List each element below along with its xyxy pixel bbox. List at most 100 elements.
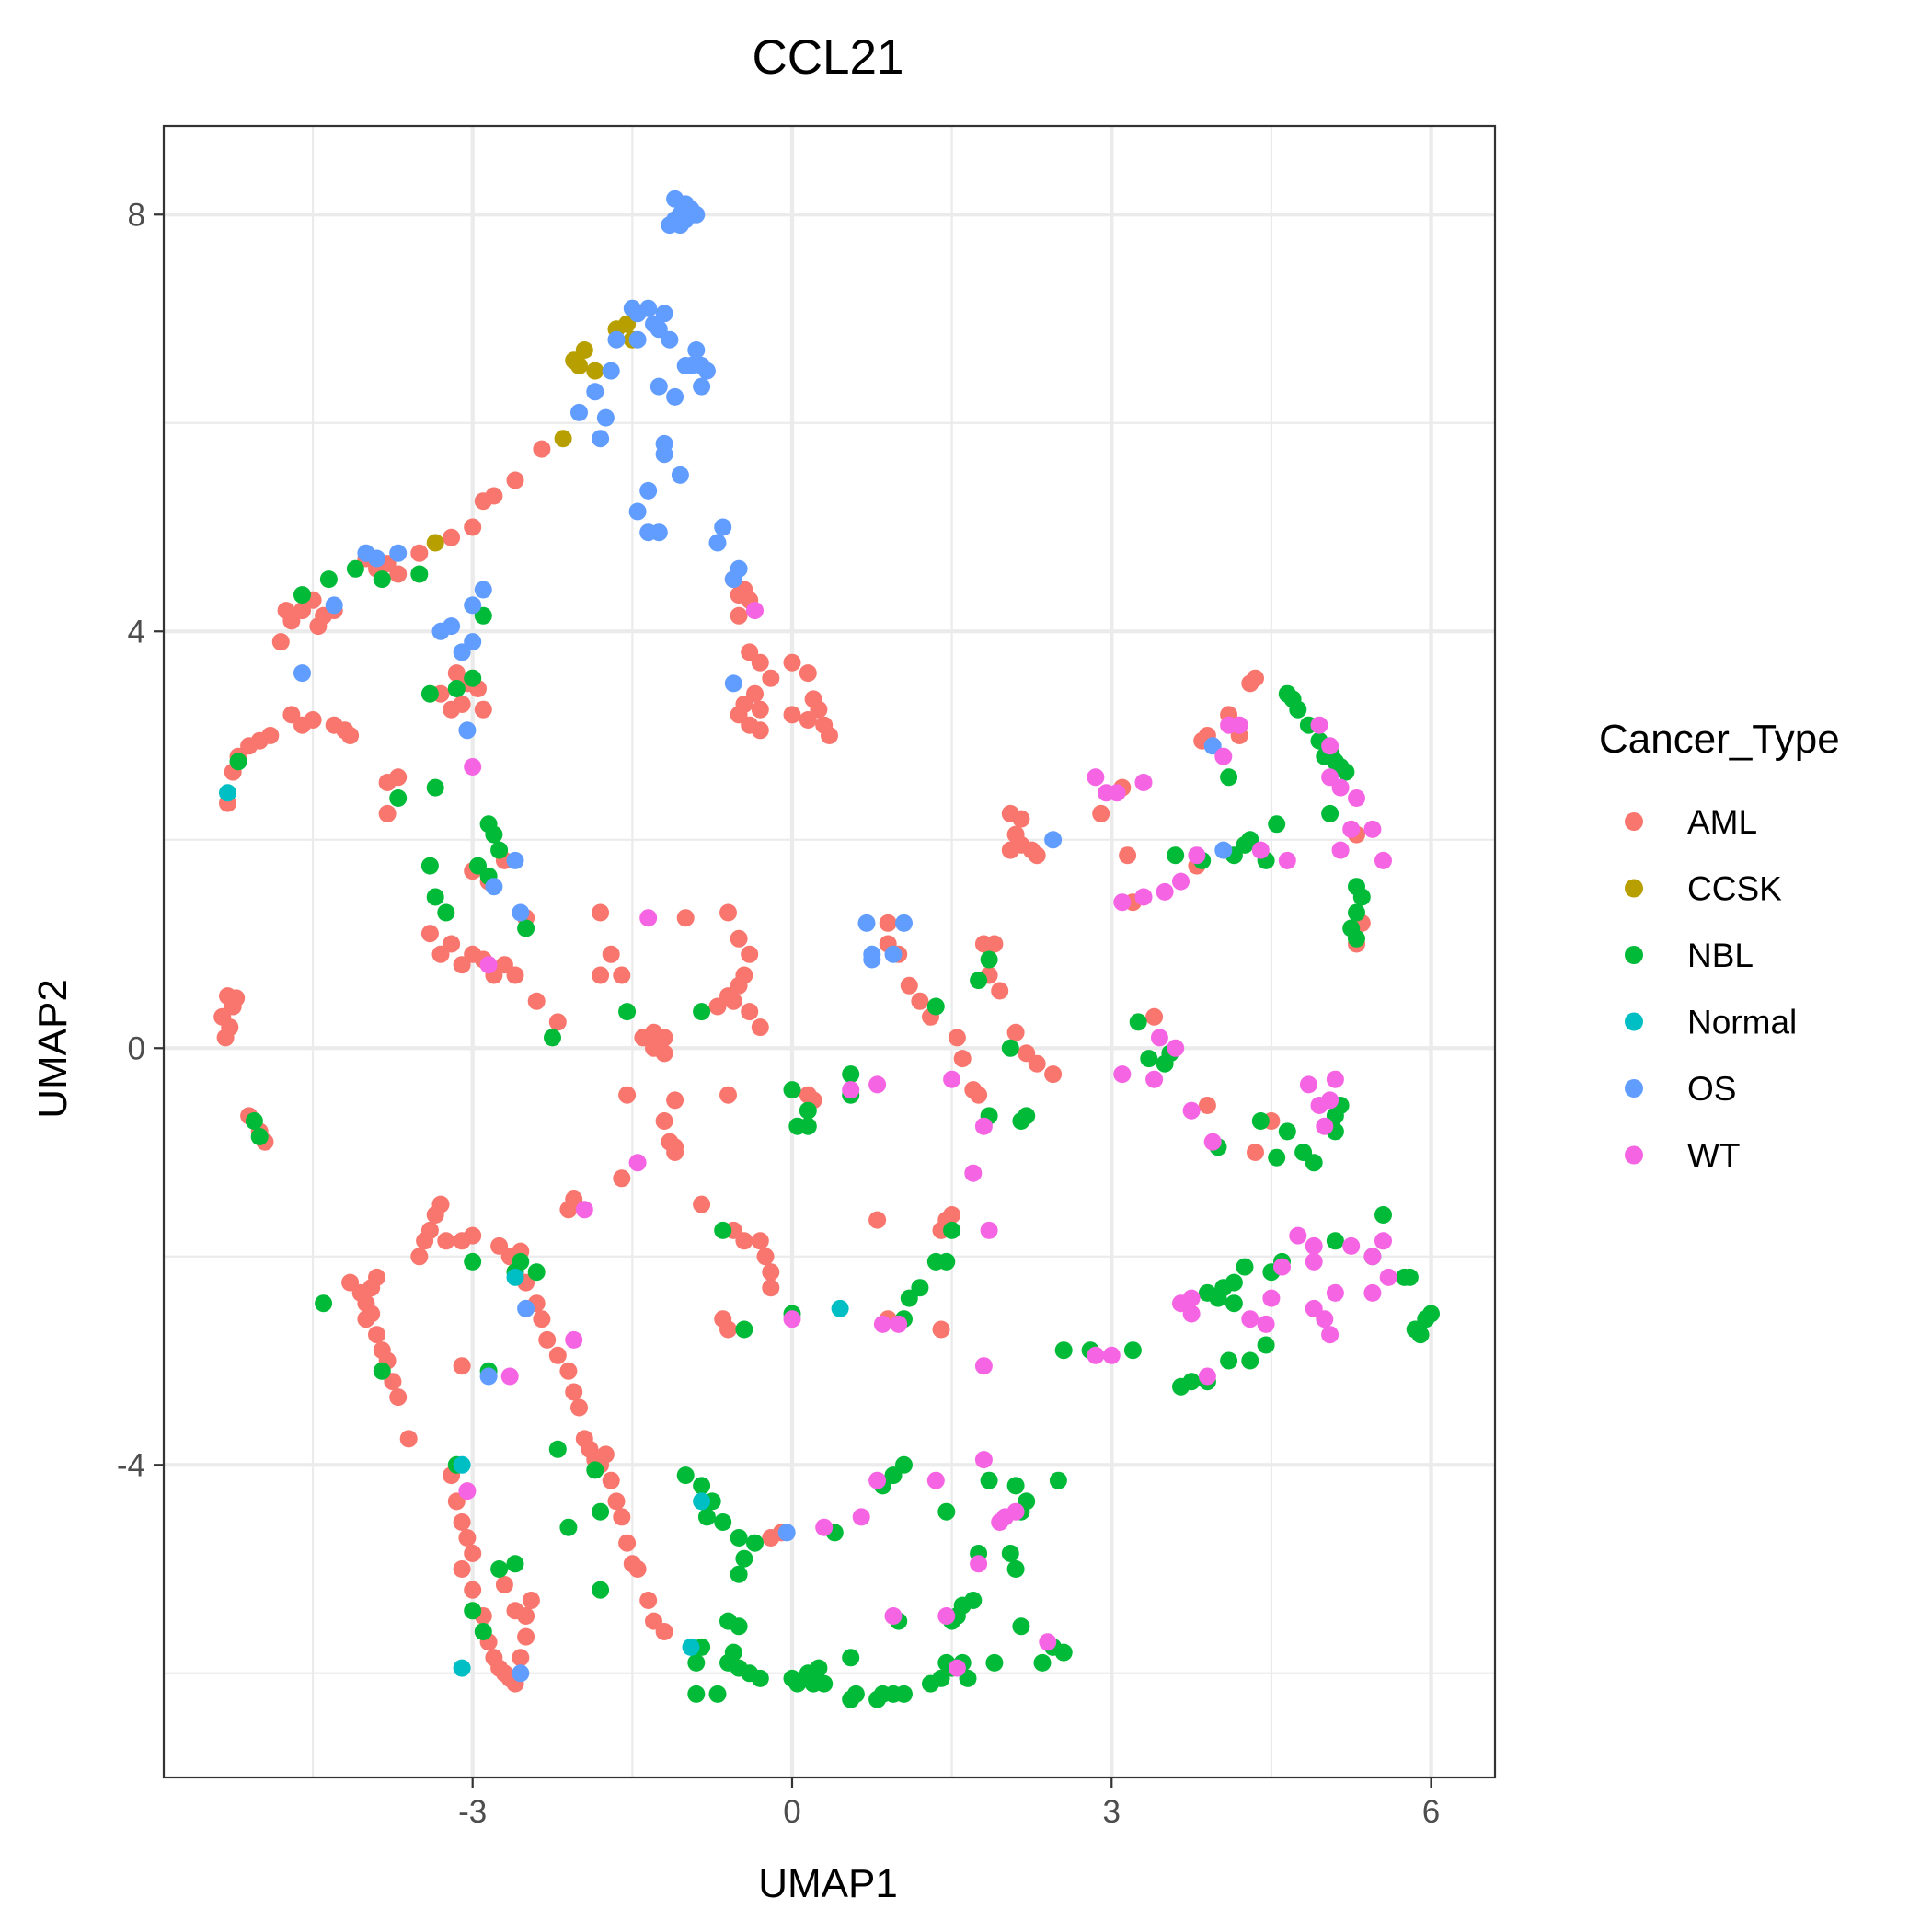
data-point-os: [602, 362, 620, 380]
data-point-wt: [1108, 784, 1126, 802]
data-point-aml: [900, 976, 918, 995]
data-point-wt: [1363, 820, 1382, 838]
data-point-normal: [682, 1638, 700, 1656]
data-point-nbl: [512, 1252, 530, 1271]
data-point-os: [389, 544, 408, 562]
data-point-aml: [384, 1373, 402, 1391]
data-point-aml: [399, 1430, 418, 1448]
data-point-os: [607, 330, 626, 349]
data-point-nbl: [1001, 1039, 1019, 1057]
data-point-aml: [458, 1529, 477, 1547]
data-point-wt: [964, 1164, 983, 1182]
data-point-nbl: [474, 606, 492, 625]
data-point-nbl: [464, 1602, 482, 1620]
data-point-aml: [810, 700, 828, 719]
data-point-aml: [216, 1029, 235, 1047]
data-point-nbl: [373, 1362, 391, 1380]
data-point-nbl: [693, 1003, 711, 1021]
data-point-nbl: [1167, 846, 1185, 865]
data-point-ccsk: [570, 357, 588, 374]
data-point-wt: [1113, 893, 1132, 912]
data-point-aml: [666, 1091, 684, 1110]
data-point-aml: [227, 989, 246, 1007]
data-point-nbl: [708, 1685, 727, 1703]
data-point-aml: [1012, 810, 1030, 828]
data-point-nbl: [1352, 888, 1371, 906]
data-point-nbl: [1012, 1112, 1030, 1130]
data-point-nbl: [485, 825, 503, 844]
data-point-nbl: [1198, 1283, 1216, 1302]
data-point-wt: [1134, 774, 1153, 791]
data-point-wt: [639, 909, 658, 927]
data-point-aml: [304, 711, 322, 729]
legend-key-normal: [1625, 1012, 1643, 1031]
data-point-os: [479, 1367, 498, 1386]
data-point-wt: [1102, 1346, 1121, 1364]
data-point-nbl: [980, 1471, 998, 1489]
data-point-wt: [1273, 1258, 1291, 1276]
data-point-ccsk: [575, 341, 593, 359]
data-point-nbl: [1257, 1336, 1275, 1354]
data-point-nbl: [970, 972, 988, 990]
data-point-os: [639, 299, 658, 317]
data-point-nbl: [714, 1513, 732, 1531]
x-tick-label: 0: [783, 1794, 800, 1830]
data-point-aml: [1119, 846, 1137, 865]
data-point-nbl: [842, 1649, 860, 1667]
data-point-wt: [1321, 1326, 1340, 1344]
data-point-nbl: [559, 1518, 578, 1536]
data-point-os: [724, 674, 742, 693]
data-point-wt: [1379, 1268, 1397, 1286]
data-point-normal: [693, 1492, 711, 1511]
data-point-aml: [613, 966, 631, 984]
data-point-aml: [953, 1050, 972, 1068]
data-point-wt: [868, 1471, 887, 1489]
data-point-os: [655, 305, 673, 323]
data-point-aml: [420, 925, 439, 943]
data-point-wt: [1305, 1252, 1323, 1271]
data-point-wt: [479, 956, 498, 974]
data-point-aml: [443, 528, 461, 546]
data-point-nbl: [842, 1065, 860, 1084]
data-point-aml: [645, 1612, 662, 1630]
data-point-os: [693, 377, 711, 396]
series-normal: [219, 784, 849, 1677]
data-point-aml: [762, 669, 780, 687]
data-point-aml: [570, 1398, 588, 1417]
axes: -3 0 3 6 -4 0 4 8: [117, 197, 1440, 1830]
data-point-wt: [1182, 1305, 1201, 1323]
data-point-aml: [751, 721, 769, 740]
data-point-os: [570, 403, 588, 421]
legend-key-nbl: [1625, 946, 1643, 964]
data-point-aml: [506, 966, 524, 984]
data-point-wt: [974, 1357, 993, 1375]
data-point-os: [884, 945, 903, 963]
data-point-aml: [970, 1086, 988, 1104]
data-point-aml: [490, 1236, 509, 1255]
data-point-wt: [1348, 789, 1365, 807]
data-point-os: [293, 664, 311, 683]
data-point-wt: [937, 1607, 956, 1625]
data-point-aml: [410, 544, 429, 562]
data-point-os: [512, 903, 530, 922]
series-os: [293, 190, 1233, 1683]
series-aml: [213, 440, 1371, 1693]
data-point-aml: [1006, 1023, 1025, 1041]
data-point-aml: [602, 945, 620, 963]
data-point-nbl: [410, 565, 429, 583]
data-point-aml: [533, 440, 551, 458]
data-point-wt: [1198, 1367, 1216, 1386]
legend-key-aml: [1625, 812, 1643, 831]
data-point-nbl: [474, 1623, 492, 1640]
data-point-aml: [607, 1492, 626, 1511]
data-point-os: [661, 216, 679, 235]
data-point-nbl: [926, 997, 945, 1016]
data-point-nbl: [426, 888, 444, 906]
data-point-nbl: [751, 1669, 769, 1687]
data-point-aml: [420, 1221, 439, 1239]
data-points: [213, 190, 1440, 1708]
data-point-aml: [762, 1279, 780, 1297]
data-point-aml: [751, 1232, 769, 1250]
data-point-nbl: [490, 841, 509, 859]
data-point-nbl: [490, 1560, 509, 1578]
